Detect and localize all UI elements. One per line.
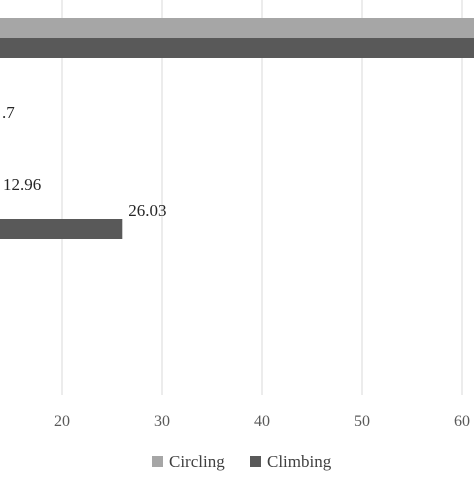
data-labels: .7 12.96 26.03	[2, 103, 167, 220]
x-tick-label-60: 60	[454, 413, 470, 430]
x-tick-label-30: 30	[154, 413, 170, 430]
x-tick-label-20: 20	[54, 413, 70, 430]
data-label-circling-2: 12.96	[3, 175, 41, 194]
x-axis-ticks: 20 30 40 50 60	[54, 413, 470, 430]
bar-climbing-0	[0, 38, 474, 58]
data-label-circling-1: .7	[2, 103, 15, 122]
legend-label-climbing: Climbing	[267, 452, 332, 471]
x-tick-label-50: 50	[354, 413, 370, 430]
legend-swatch-climbing	[250, 456, 261, 467]
legend-label-circling: Circling	[169, 452, 225, 471]
legend: Circling Climbing	[152, 452, 332, 471]
data-label-climbing-2: 26.03	[128, 201, 166, 220]
x-tick-label-40: 40	[254, 413, 270, 430]
gridlines	[61, 0, 463, 395]
bar-circling-0	[0, 18, 474, 38]
legend-swatch-circling	[152, 456, 163, 467]
bars	[0, 18, 474, 239]
bar-climbing-2	[0, 219, 123, 239]
